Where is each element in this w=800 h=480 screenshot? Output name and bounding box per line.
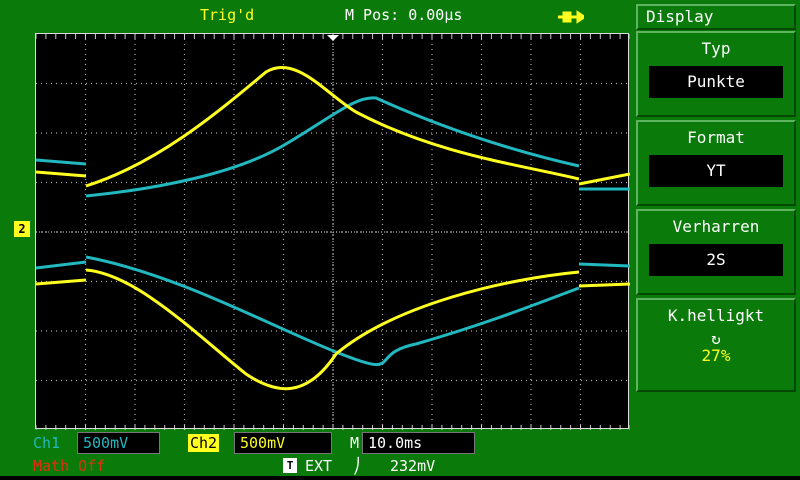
menu-title: Display	[636, 4, 796, 30]
format-label: Format	[687, 128, 745, 147]
ch1-trace-lower	[35, 255, 631, 367]
menu-format[interactable]: Format YT	[636, 120, 796, 206]
rotate-knob-icon: ↻	[711, 329, 721, 348]
ch1-scale[interactable]: 500mV	[77, 432, 160, 454]
waveform-screen	[35, 33, 631, 430]
brightness-value: 27%	[701, 346, 731, 365]
menu-typ[interactable]: Typ Punkte	[636, 31, 796, 117]
math-status: Math Off	[33, 457, 106, 475]
ch1-trace-upper	[35, 96, 630, 198]
ch1-label: Ch1	[33, 434, 61, 452]
timebase-label: M	[350, 434, 360, 452]
trigger-source: EXT	[305, 457, 333, 475]
ch2-label: Ch2	[188, 434, 220, 452]
trigger-position-marker	[327, 35, 339, 41]
horizontal-position: M Pos: 0.00µs	[345, 6, 463, 24]
graticule	[35, 34, 631, 430]
menu-verharren[interactable]: Verharren 2S	[636, 209, 796, 295]
menu-brightness[interactable]: K.helligkt ↻ 27%	[636, 298, 796, 392]
format-value: YT	[649, 155, 783, 187]
timebase-scale[interactable]: 10.0ms	[362, 432, 475, 454]
ch2-scale[interactable]: 500mV	[234, 432, 332, 454]
trigger-level: 232mV	[390, 457, 436, 475]
ch2-trace-upper	[35, 65, 631, 188]
trigger-slope-icon: ⎠	[352, 457, 362, 475]
typ-value: Punkte	[649, 66, 783, 98]
verharren-value: 2S	[649, 244, 783, 276]
ch2-level-marker[interactable]: 2	[14, 221, 30, 237]
trigger-status: Trig'd	[200, 6, 255, 24]
trigger-icon: T	[283, 458, 297, 473]
ch2-trace-lower	[35, 268, 631, 391]
verharren-label: Verharren	[672, 217, 760, 236]
usb-icon	[558, 10, 584, 24]
typ-label: Typ	[701, 39, 731, 58]
brightness-label: K.helligkt	[667, 306, 765, 325]
